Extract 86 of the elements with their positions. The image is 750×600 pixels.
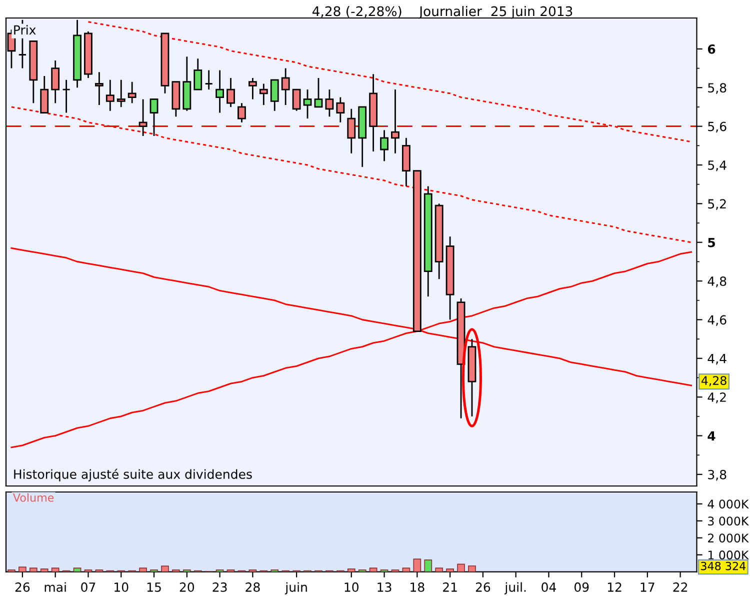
candlestick (204, 70, 214, 90)
y-tick-label: 4,4 (708, 354, 726, 365)
y-tick-label: 4,8 (708, 276, 726, 288)
x-tick-label: 22 (673, 582, 688, 592)
bar (18, 566, 26, 572)
text: 348 324 (701, 562, 746, 570)
y-tick-label: 5,2 (708, 199, 726, 210)
bar (413, 558, 422, 572)
x-tick-label: 21 (443, 582, 457, 592)
y-tick-label: 3,8 (708, 470, 726, 481)
candlestick (150, 98, 158, 137)
y-tick-label: 4 000K (708, 500, 749, 509)
x-tick-label: 15 (147, 582, 161, 592)
y-tick-label: 3 000K (708, 516, 749, 526)
bar (369, 568, 378, 572)
x-tick-label: 09 (574, 582, 589, 592)
candlestick (106, 79, 114, 112)
bar (347, 568, 356, 572)
candlestick (347, 108, 356, 154)
candlestick (51, 60, 60, 104)
candlestick (62, 79, 71, 114)
bar (161, 566, 169, 572)
x-tick-label: 23 (212, 582, 227, 592)
candlestick (238, 102, 246, 124)
annotation: 4,28 (701, 376, 726, 386)
annotation: Historique ajusté suite aux dividendes (14, 468, 252, 482)
candlestick (281, 68, 290, 106)
candlestick (325, 88, 334, 118)
chart-title: 4,28 (-2,28%) Journalier 25 juin 2013 (312, 6, 572, 19)
candlestick (314, 77, 323, 108)
x-tick-label: 12 (608, 582, 622, 592)
x-tick-label: 10 (114, 582, 128, 592)
annotation: Volume (12, 493, 54, 502)
y-tick-label: 4,6 (708, 315, 726, 326)
x-tick-label: 18 (410, 582, 424, 592)
candlestick (259, 83, 268, 106)
y-tick-label: 2 000K (708, 534, 749, 542)
candlestick (380, 129, 388, 162)
y-tick-label: 5,4 (708, 160, 726, 172)
x-tick-label: mai (44, 582, 66, 592)
candlestick (138, 98, 148, 137)
x-tick-label: juin (284, 582, 307, 594)
candlestick (292, 88, 301, 112)
bar (29, 568, 38, 572)
x-tick-label: 17 (640, 582, 654, 592)
y-tick-label: 5,6 (708, 122, 726, 132)
bar (51, 568, 60, 572)
x-tick-label: 13 (378, 582, 392, 592)
x-tick-label: 07 (81, 582, 96, 592)
candlestick (270, 79, 279, 112)
candlestick (128, 81, 136, 104)
candlestick (391, 88, 400, 154)
line-series (10, 251, 692, 448)
candlestick (94, 71, 104, 106)
candlestick (194, 58, 202, 90)
line-series (10, 106, 692, 244)
x-tick-label: 26 (476, 582, 490, 592)
x-tick-label: juil. (504, 582, 526, 594)
bar (446, 568, 454, 572)
y-tick-label: 4,2 (708, 392, 726, 404)
candlestick (303, 88, 312, 120)
annotation: Prix (14, 25, 36, 35)
bar (424, 559, 432, 572)
x-tick-label: 26 (15, 582, 30, 592)
x-tick-label: 20 (180, 582, 194, 592)
x-tick-label: 04 (542, 582, 556, 592)
y-tick-label: 5,8 (708, 83, 726, 94)
candlestick (226, 77, 235, 108)
x-tick-label: 10 (344, 582, 358, 592)
y-tick-label: 6 (708, 44, 716, 54)
y-tick-label: 5 (708, 238, 715, 248)
candlestick (116, 79, 126, 108)
candlestick (40, 75, 49, 114)
bar (40, 568, 48, 572)
x-tick-label: 28 (246, 582, 260, 592)
bar (468, 565, 476, 572)
bar (457, 564, 465, 572)
bar (435, 568, 444, 572)
bar (402, 568, 410, 572)
y-tick-label: 4 (708, 431, 716, 440)
bar (139, 568, 147, 572)
candlestick (216, 70, 224, 114)
y-tick-label: 1 000K (708, 550, 749, 560)
candlestick (248, 77, 257, 100)
bar (73, 568, 82, 572)
candlestick (336, 96, 345, 124)
